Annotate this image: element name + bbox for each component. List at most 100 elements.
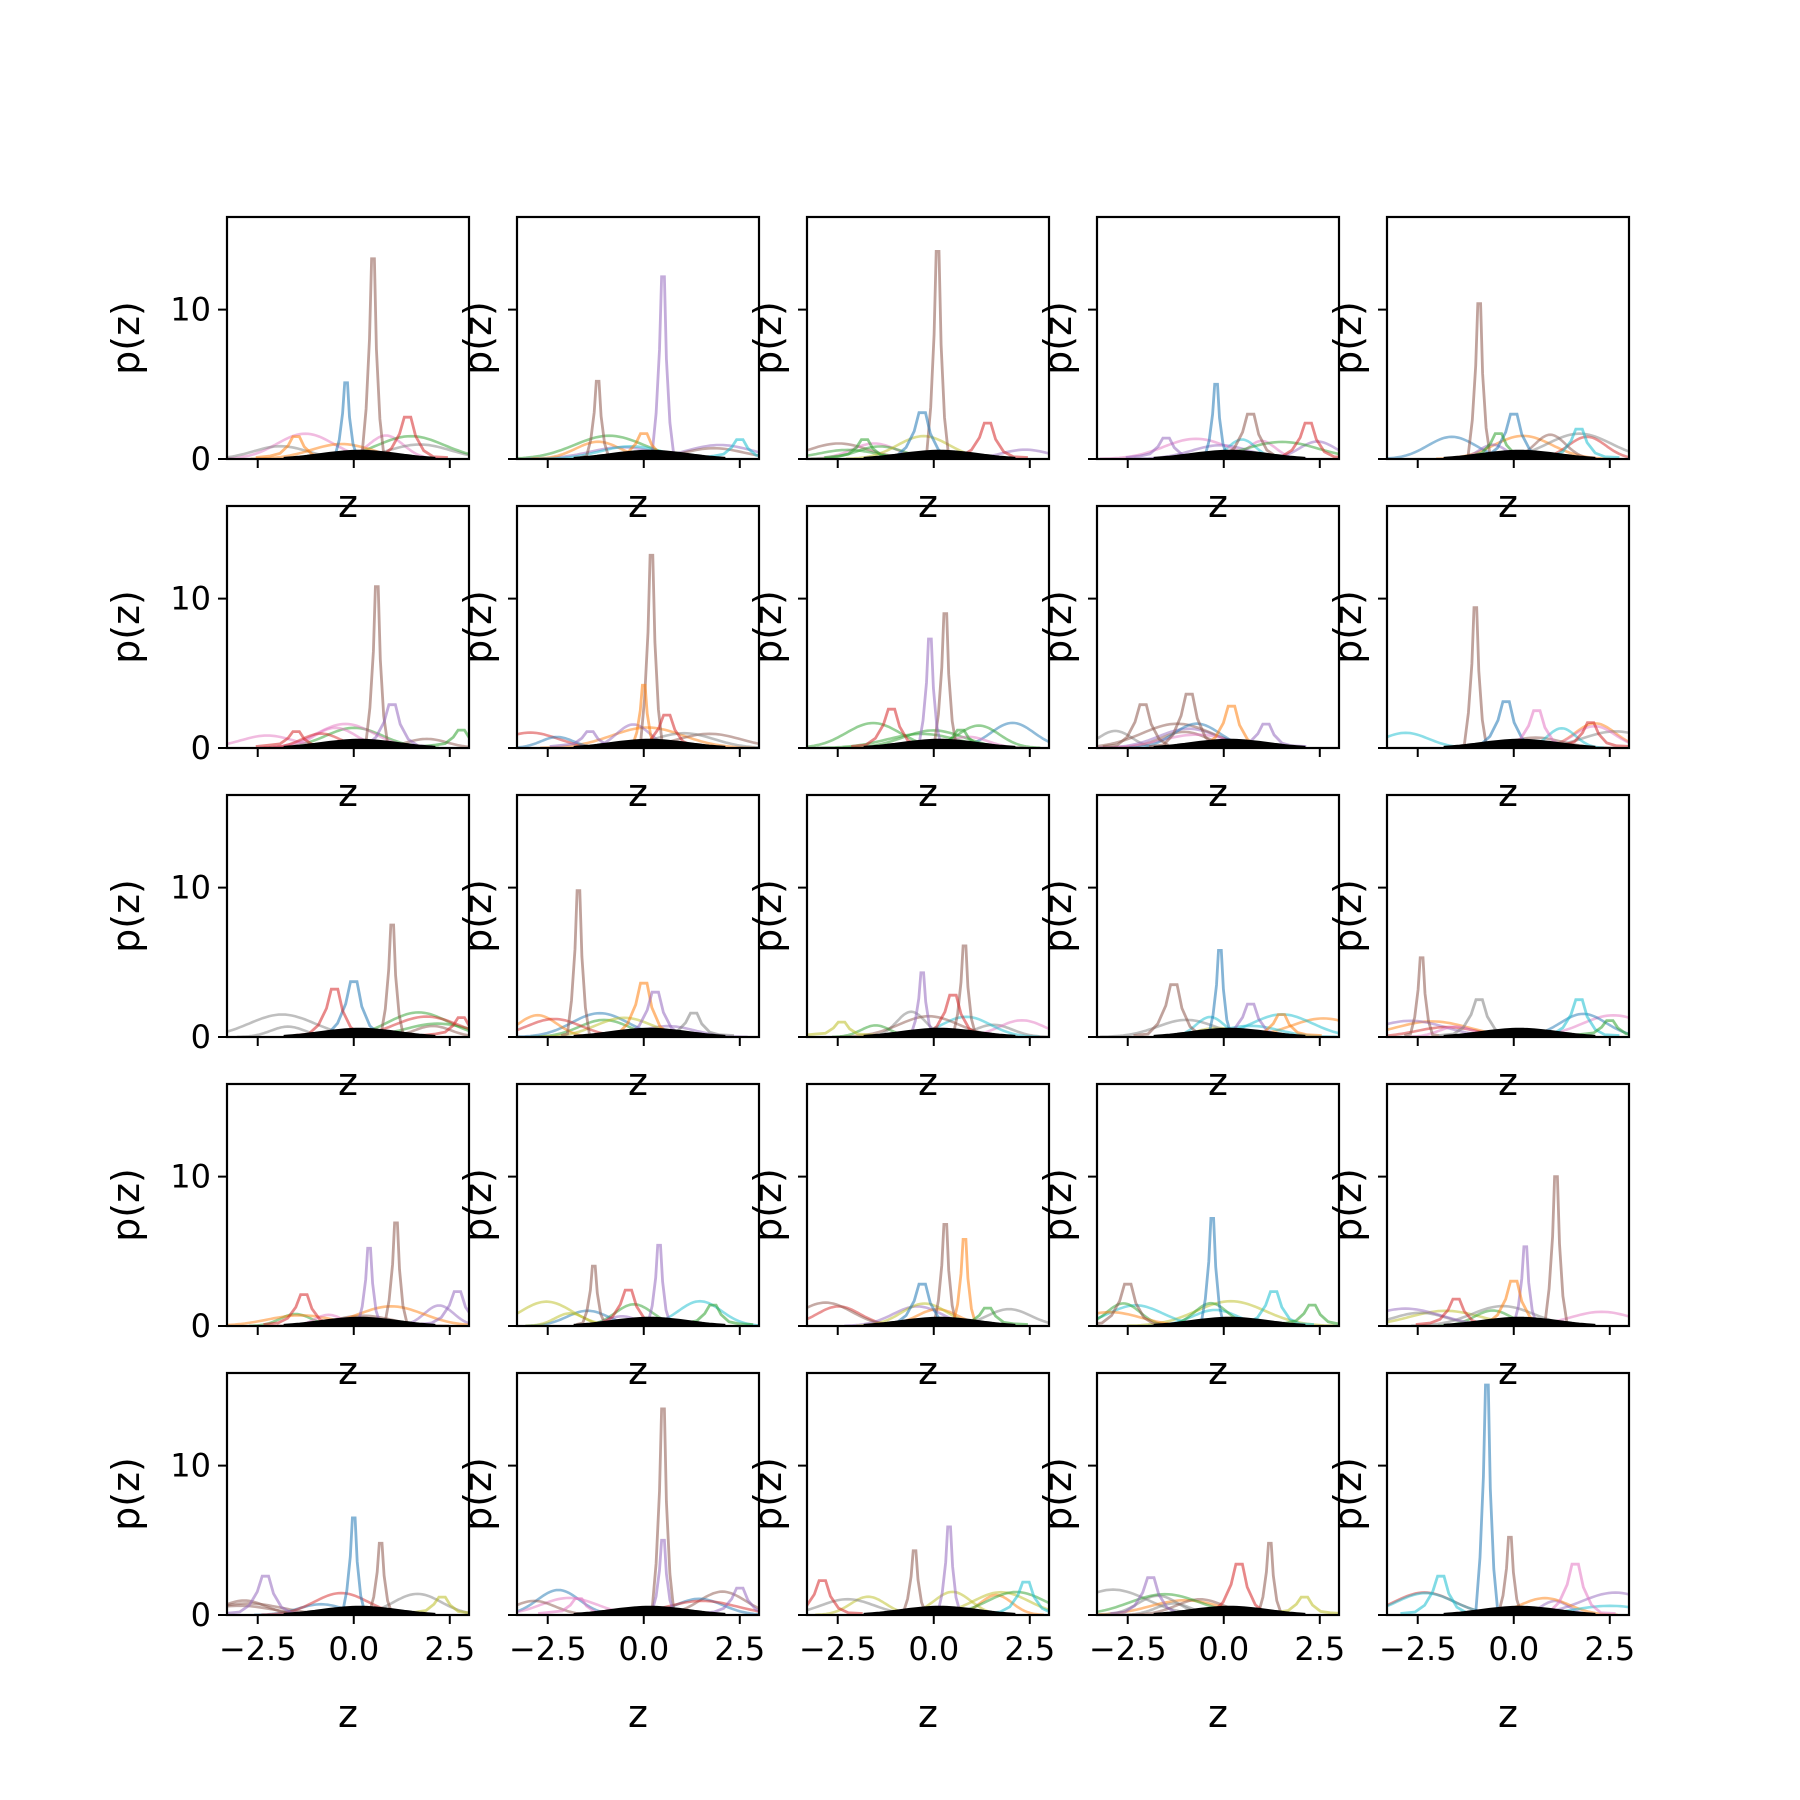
plot-area [227,257,469,459]
x-tick-label: 0.0 [328,1630,379,1668]
y-axis-label: p(z) [746,1168,790,1242]
subplot-5-1: 0 10 −2.5 0.0 2.5 z p(z) [104,1371,475,1736]
peak-curve-1 [641,1243,677,1326]
peak-curve-3 [699,1586,759,1615]
plot-area [1387,956,1629,1037]
peak-curve-4 [807,1020,882,1037]
axes-frame [1385,504,1631,750]
mean-density [863,1027,1016,1037]
peak-curve-3 [1102,703,1184,748]
x-axis-label: z [1208,1349,1228,1393]
peak-curve-1 [374,923,410,1037]
x-tick-label: 2.5 [714,1630,765,1668]
peak-curve-1 [1202,949,1238,1037]
plot-area [227,585,469,748]
peak-curve-2 [576,1264,612,1326]
mean-density [1443,738,1596,748]
y-axis-label: p(z) [1036,301,1080,375]
subplot-2-3: z p(z) [746,504,1051,815]
y-axis-label: p(z) [1036,879,1080,953]
y-axis-label: p(z) [456,1168,500,1242]
y-axis-label: p(z) [1036,1168,1080,1242]
x-tick-label: 2.5 [1294,1630,1345,1668]
axes-frame [805,215,1051,461]
mean-density [1153,449,1306,459]
y-axis-label: p(z) [1326,879,1370,953]
y-axis-label: p(z) [1326,301,1370,375]
x-axis-label: z [1208,1692,1228,1736]
subplot-4-3: z p(z) [746,1082,1051,1393]
peak-curve-4 [1569,1019,1629,1037]
plot-area [807,612,1049,748]
peak-curve-4 [416,1290,469,1326]
peak-curve-4 [401,1595,469,1615]
plot-area [227,923,469,1037]
peak-curve-1 [1538,1175,1574,1326]
y-tick-label: 0 [191,1307,211,1345]
subplot-5-5: −2.5 0.0 2.5 z p(z) [1326,1371,1635,1736]
peak-curve-2 [1538,998,1620,1037]
x-axis-label: z [1208,1060,1228,1104]
x-tick-label: 0.0 [618,1630,669,1668]
plot-area [1387,302,1629,459]
axes-frame [1385,1082,1631,1328]
peak-curve-2 [645,1538,681,1615]
peak-curve-4 [1400,1574,1482,1615]
subplot-2-1: 0 10 z p(z) [104,504,471,815]
y-tick-label: 10 [170,1447,211,1485]
peak-curve-4 [807,1579,863,1615]
y-axis-label: p(z) [1036,590,1080,664]
peak-curve-4 [420,1016,469,1037]
y-axis-label: p(z) [456,1457,500,1531]
mean-density [863,1605,1016,1615]
x-axis-label: z [1208,771,1228,815]
mean-density [863,449,1016,459]
x-tick-label: −2.5 [219,1630,297,1668]
y-axis-label: p(z) [1326,1457,1370,1531]
axes-frame [515,1371,761,1617]
x-tick-label: −2.5 [509,1630,587,1668]
y-tick-label: 0 [191,1018,211,1056]
y-tick-label: 10 [170,1158,211,1196]
histogram-curve [517,1013,596,1037]
mean-density [1153,1316,1306,1326]
y-axis-label: p(z) [746,590,790,664]
subplot-4-5: z p(z) [1326,1082,1631,1393]
x-axis-label: z [338,1060,358,1104]
peak-curve-1 [378,1221,414,1326]
plot-area [1099,949,1339,1037]
mean-density [863,1316,1016,1326]
plot-area [1387,1175,1629,1326]
y-axis-label: p(z) [104,1457,148,1531]
plot-area [807,250,1049,459]
peak-curve-1 [336,1516,372,1615]
plot-area [517,889,748,1037]
x-axis-label: z [918,482,938,526]
x-tick-label: 0.0 [1488,1630,1539,1668]
x-axis-label: z [338,482,358,526]
x-axis-label: z [628,771,648,815]
peak-curve-3 [985,1580,1049,1615]
axes-frame [1095,1082,1341,1328]
y-axis-label: p(z) [456,590,500,664]
subplot-3-5: z p(z) [1326,793,1631,1104]
subplot-1-2: z p(z) [456,215,761,526]
y-axis-label: p(z) [104,301,148,375]
subplot-1-5: z p(z) [1326,215,1631,526]
axes-frame [805,1371,1051,1617]
plot-area [517,553,759,748]
y-tick-label: 10 [170,580,211,618]
peak-curve-1 [931,1525,967,1615]
peak-curve-4 [1271,1303,1339,1326]
peak-curve-4 [420,728,469,748]
x-axis-label: z [918,1692,938,1736]
peak-curve-2 [580,379,616,459]
plot-area [807,1223,1049,1326]
x-tick-label: 0.0 [908,1630,959,1668]
axes-frame [805,504,1051,750]
x-axis-label: z [628,1060,648,1104]
peak-curve-3 [1110,1576,1192,1615]
y-tick-label: 10 [170,291,211,329]
peak-curve-1 [355,257,391,459]
x-tick-label: 2.5 [1584,1630,1635,1668]
